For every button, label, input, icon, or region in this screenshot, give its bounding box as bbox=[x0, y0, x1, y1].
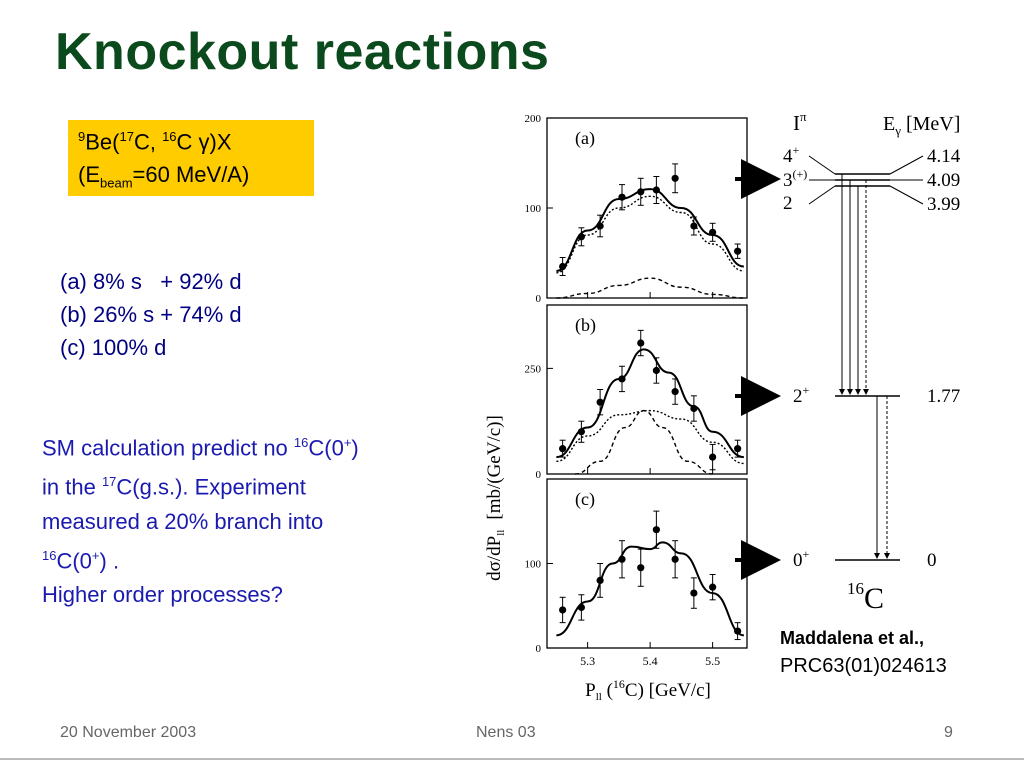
panel-a-data-point bbox=[690, 222, 698, 230]
panel-a-label: (a) bbox=[575, 128, 595, 149]
spin-label-0plus: 0+ bbox=[793, 547, 810, 571]
panel-a-data-point bbox=[596, 222, 604, 230]
panel-c-ytick-label: 0 bbox=[536, 643, 542, 655]
footer-page-number: 9 bbox=[944, 724, 953, 741]
panel-c-data-point bbox=[652, 526, 660, 534]
reference: Maddalena et al., PRC63(01)024613 bbox=[780, 628, 947, 678]
panel-c-label: (c) bbox=[575, 489, 595, 510]
panel-a-data-point bbox=[671, 174, 679, 182]
panel-a-data-point bbox=[652, 186, 660, 194]
panel-a-data-point bbox=[734, 247, 742, 255]
panel-b-ytick-label: 0 bbox=[536, 469, 542, 481]
x-tick-label: 5.4 bbox=[643, 654, 658, 668]
panel-c-curve-total bbox=[556, 541, 745, 637]
spin-label-2plus: 2+ bbox=[793, 383, 810, 407]
sm-line-1: SM calculation predict no 16C(0+) bbox=[42, 435, 359, 461]
energy-label-4-14: 4.14 bbox=[927, 146, 961, 167]
level-connector-3-99 bbox=[889, 185, 924, 205]
energy-label-4-09: 4.09 bbox=[927, 170, 960, 191]
panel-a-curve-s bbox=[556, 277, 744, 299]
panel-b-curve-total bbox=[556, 348, 745, 459]
y-axis-title: dσ/dPll[mb/(GeV/c)] bbox=[484, 415, 507, 581]
reference-author: Maddalena et al., bbox=[780, 628, 925, 648]
level-scheme: Iπ Eγ [MeV] 4+ 3(+) 2 2+ 0+ 4.14 4.09 3.… bbox=[735, 109, 961, 615]
panel-b-data-point bbox=[596, 398, 604, 406]
panel-a-data-point bbox=[618, 193, 626, 201]
panel-a-data-point bbox=[637, 188, 645, 196]
spin-connector-2 bbox=[808, 185, 836, 205]
sm-line-4: 16C(0+) . bbox=[42, 547, 120, 573]
panel-c-ytick-label: 100 bbox=[525, 559, 542, 571]
reference-journal: PRC63(01)024613 bbox=[780, 655, 947, 677]
panel-b-data-point bbox=[652, 366, 660, 375]
beam-energy-line: (Ebeam=60 MeV/A) bbox=[78, 162, 250, 191]
panel-b-data-point bbox=[709, 453, 717, 461]
x-tick-label: 5.3 bbox=[580, 654, 595, 668]
x-tick-label: 5.5 bbox=[705, 654, 720, 668]
panel-b-curve-d bbox=[556, 409, 744, 465]
panel-a-data-point bbox=[709, 228, 717, 236]
panel-a-data-point bbox=[577, 233, 585, 241]
panel-b-data-point bbox=[637, 339, 645, 347]
panel-c-data-point bbox=[559, 606, 567, 614]
panel-b-data-point bbox=[559, 445, 567, 453]
panel-b-data-point bbox=[618, 375, 626, 383]
energy-label-0: 0 bbox=[927, 550, 937, 571]
panel-c-data-point bbox=[709, 583, 717, 591]
fraction-c: (c) 100% d bbox=[60, 335, 167, 360]
energy-column-header: Eγ [MeV] bbox=[883, 113, 960, 138]
nucleus-label: 16C bbox=[847, 579, 884, 615]
momentum-distribution-chart: dσ/dPll[mb/(GeV/c)] (a) 200 100 0 (b) 250 0 (c)… bbox=[484, 113, 748, 703]
level-connector-4-14 bbox=[889, 155, 924, 175]
sm-line-3: measured a 20% branch into bbox=[42, 508, 324, 534]
reaction-line: 9Be(17C, 16C γ)X bbox=[78, 129, 232, 155]
footer-event: Nens 03 bbox=[476, 724, 536, 741]
spin-column-header: Iπ bbox=[793, 109, 807, 135]
sm-comment: SM calculation predict no 16C(0+) in the… bbox=[42, 426, 472, 612]
footer-divider bbox=[0, 758, 1024, 760]
spin-label-3plus: 3(+) bbox=[783, 167, 807, 191]
panel-a-ytick-label: 200 bbox=[525, 113, 542, 125]
panel-b-data-point bbox=[671, 388, 679, 396]
panel-a-curve-total bbox=[556, 188, 745, 272]
panel-a-data-point bbox=[559, 262, 567, 271]
spin-label-2: 2 bbox=[783, 193, 793, 214]
energy-label-3-99: 3.99 bbox=[927, 194, 960, 215]
sm-line-2: in the 17C(g.s.). Experiment bbox=[42, 474, 306, 500]
panel-a-curve-d bbox=[556, 195, 744, 274]
panel-b-data-point bbox=[577, 428, 585, 436]
spin-label-4plus: 4+ bbox=[783, 143, 800, 167]
panel-c-data-point bbox=[596, 576, 604, 584]
fraction-a: (a) 8% s + 92% d bbox=[60, 269, 242, 294]
panel-b-label: (b) bbox=[575, 315, 596, 336]
reaction-box: 9Be(17C, 16C γ)X (Ebeam=60 MeV/A) bbox=[68, 120, 314, 196]
x-axis-title: Pll (16C) [GeV/c] bbox=[585, 677, 711, 703]
footer-date: 20 November 2003 bbox=[60, 724, 197, 741]
panel-b-data-point bbox=[734, 445, 742, 453]
panel-b-curve-s bbox=[575, 409, 713, 475]
panel-b-ytick-label: 250 bbox=[525, 363, 542, 375]
svg-text:Pll (16C) [GeV/c]: Pll (16C) [GeV/c] bbox=[585, 677, 711, 703]
panel-a-ytick-label: 100 bbox=[525, 203, 542, 215]
energy-label-1-77: 1.77 bbox=[927, 386, 960, 407]
svg-text:dσ/dPll[mb/(GeV/c)]: dσ/dPll[mb/(GeV/c)] bbox=[484, 415, 507, 581]
panel-c-data-point bbox=[671, 555, 679, 563]
panel-c-data-point bbox=[734, 627, 742, 635]
panel-b-data-point bbox=[690, 404, 698, 413]
panel-c-data-point bbox=[577, 603, 585, 612]
fraction-list: (a) 8% s + 92% d (b) 26% s + 74% d (c) 1… bbox=[60, 265, 242, 364]
slide-title: Knockout reactions bbox=[55, 23, 550, 81]
sm-line-5: Higher order processes? bbox=[42, 581, 283, 607]
panel-c-data-point bbox=[618, 555, 626, 563]
panel-c-data-point bbox=[690, 589, 698, 597]
panel-a-ytick-label: 0 bbox=[536, 293, 542, 305]
fraction-b: (b) 26% s + 74% d bbox=[60, 302, 242, 327]
spin-connector-4 bbox=[808, 155, 836, 175]
panel-c-data-point bbox=[637, 564, 645, 572]
